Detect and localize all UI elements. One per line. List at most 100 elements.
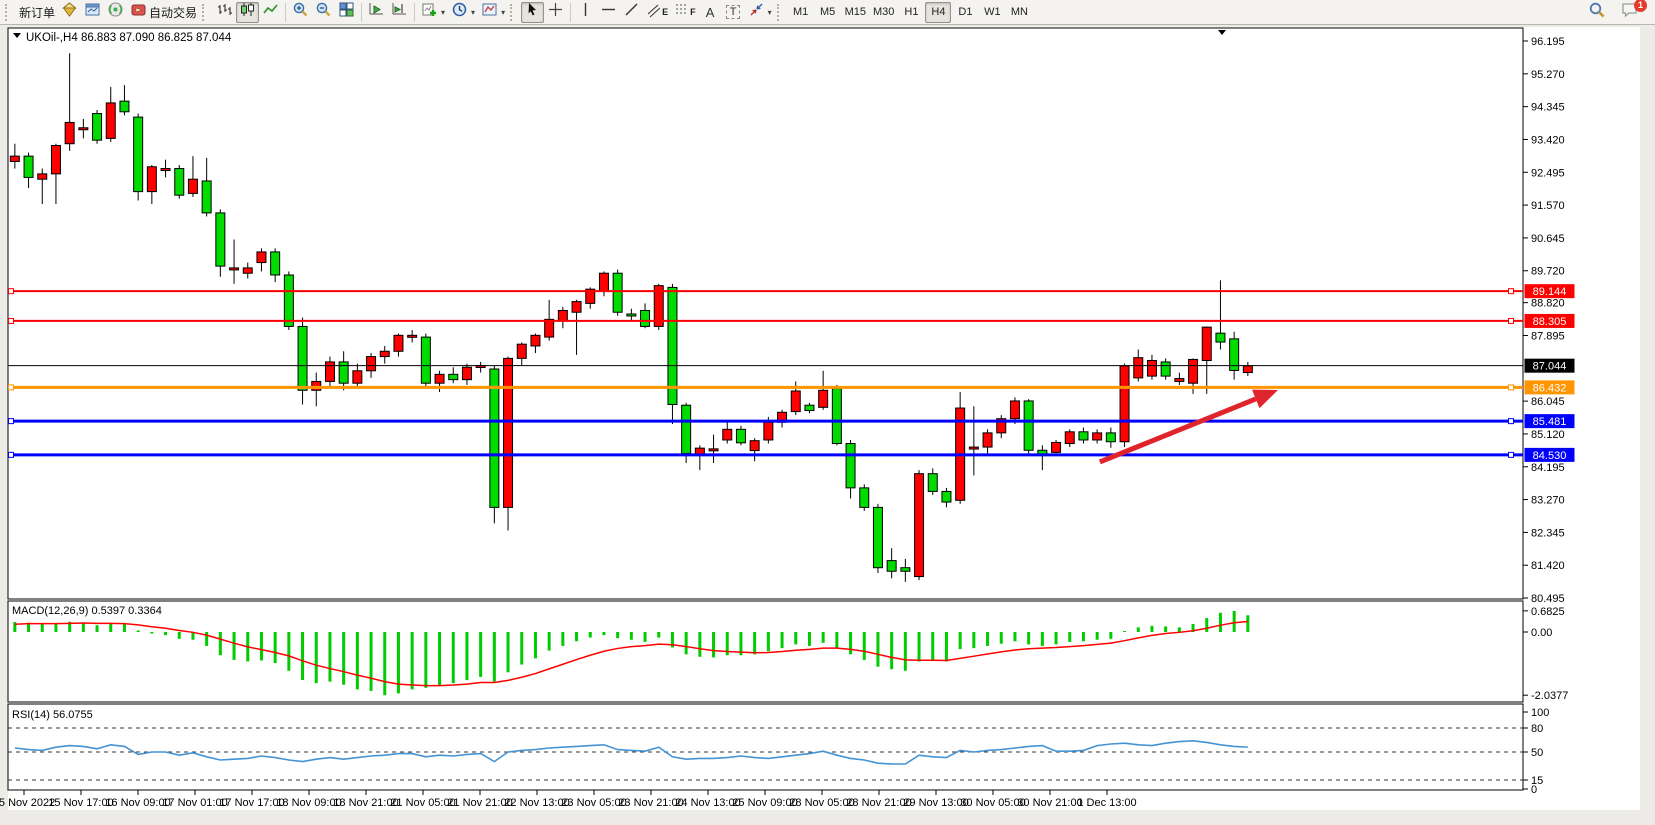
horizontal-line-icon (600, 1, 617, 23)
one-click-trading-arrow-icon[interactable] (13, 33, 21, 38)
line-handle[interactable] (8, 384, 14, 391)
periods-button[interactable]: ▾ (448, 2, 478, 23)
price-scale: 96.195 95.270 94.345 93.420 92.495 91.570 90.6… (1523, 36, 1565, 605)
timeframe-button-M30[interactable]: M30 (873, 6, 895, 18)
trendline-button[interactable] (620, 2, 643, 23)
time-axis-label: 30 Nov 05:00 (960, 797, 1025, 809)
line-handle[interactable] (1508, 451, 1514, 458)
toolbar-grip[interactable] (202, 3, 209, 21)
svg-text:95.270: 95.270 (1531, 69, 1565, 81)
zoom-out-button[interactable] (312, 2, 335, 23)
candles-group (9, 53, 1253, 582)
line-handle[interactable] (8, 317, 14, 324)
toolbar-grip[interactable] (776, 3, 784, 21)
trend-arrow-annotation[interactable] (1098, 389, 1278, 465)
timeframe-button-M5[interactable]: M5 (819, 6, 836, 18)
chat-button[interactable]: 1 (1617, 0, 1647, 23)
svg-text:100: 100 (1531, 707, 1549, 719)
vertical-line-button[interactable] (574, 2, 597, 23)
cursor-button[interactable] (521, 1, 545, 23)
rsi-label: RSI(14) 56.0755 (12, 709, 93, 721)
line-mode-button[interactable] (259, 2, 282, 23)
add-indicator-button[interactable]: ▾ (418, 2, 448, 23)
chart-window-button[interactable] (81, 2, 104, 23)
time-axis-label: 24 Nov 13:00 (675, 797, 740, 809)
chart-shift-icon (391, 1, 408, 23)
line-handle[interactable] (1508, 317, 1514, 324)
macd-histogram (13, 610, 1250, 696)
toolbar-grip[interactable] (510, 3, 517, 21)
chart-title: UKOil-,H4 86.883 87.090 86.825 87.044 (26, 32, 232, 44)
chart-workspace (8, 27, 1640, 810)
new-order-button[interactable]: 新订单 (16, 2, 58, 23)
timeframe-button-MN[interactable]: MN (1010, 6, 1028, 18)
line-handle[interactable] (8, 451, 14, 458)
signals-icon (107, 1, 124, 23)
svg-text:81.420: 81.420 (1531, 560, 1565, 572)
svg-text:80: 80 (1531, 723, 1543, 735)
svg-text:0: 0 (1531, 784, 1537, 796)
price-chip-88305 (1524, 313, 1575, 328)
bars-mode-button[interactable] (213, 2, 236, 23)
price-chip-86432 (1524, 380, 1575, 395)
fibonacci-button[interactable]: F (671, 2, 699, 23)
line-handle[interactable] (8, 288, 14, 295)
timeframe-button-H1[interactable]: H1 (904, 6, 919, 18)
templates-button[interactable]: ▾ (478, 2, 508, 23)
svg-text:89.720: 89.720 (1531, 266, 1565, 278)
gold-diamond-button[interactable] (58, 2, 81, 23)
timeframe-button-W1[interactable]: W1 (984, 6, 1001, 18)
line-handle[interactable] (1508, 418, 1514, 425)
line-handle[interactable] (8, 418, 14, 425)
signals-button[interactable] (104, 2, 127, 23)
dropdown-caret-icon: ▾ (441, 7, 446, 17)
time-axis-label: 28 Nov 21:00 (846, 797, 911, 809)
arrows-button[interactable]: ▾ (745, 2, 775, 23)
autotrading-icon (130, 1, 147, 23)
price-chip-label: 89.144 (1533, 286, 1567, 298)
dropdown-caret-icon: ▾ (501, 7, 506, 17)
crosshair-icon (547, 1, 564, 23)
autotrading-button[interactable]: 自动交易 (127, 2, 200, 23)
svg-text:82.345: 82.345 (1531, 527, 1565, 539)
candles-mode-button[interactable] (236, 1, 260, 23)
scroll-to-end-marker[interactable] (1218, 30, 1226, 35)
tile-windows-icon (338, 1, 355, 23)
autoscroll-icon (368, 1, 385, 23)
toolbar: 新订单 自动交易 (0, 0, 1655, 25)
macd-pane (7, 600, 1524, 703)
line-handle[interactable] (1508, 384, 1514, 391)
channel-button[interactable]: E (643, 2, 671, 23)
toolbar-separator (570, 2, 572, 22)
add-indicator-icon (421, 1, 438, 23)
timeframe-button-H4[interactable]: H4 (925, 1, 952, 23)
zoom-in-icon (292, 1, 309, 23)
text-button[interactable]: A (699, 2, 722, 23)
label-button[interactable]: T (722, 2, 745, 23)
dropdown-caret-icon: ▾ (767, 7, 772, 17)
tile-windows-button[interactable] (335, 2, 358, 23)
timeframe-button-M1[interactable]: M1 (792, 6, 809, 18)
macd-label: MACD(12,26,9) 0.5397 0.3364 (12, 605, 162, 617)
horizontal-line-button[interactable] (597, 2, 620, 23)
crosshair-button[interactable] (544, 2, 567, 23)
svg-text:96.195: 96.195 (1531, 36, 1565, 48)
chart-shift-button[interactable] (388, 2, 411, 23)
svg-text:84.195: 84.195 (1531, 462, 1565, 474)
arrows-shapes-icon (748, 1, 765, 23)
timeframe-button-M15[interactable]: M15 (844, 6, 867, 18)
time-axis-label: 15 Nov 17:00 (48, 797, 113, 809)
time-axis-label: 30 Nov 21:00 (1017, 797, 1082, 809)
toolbar-separator (414, 2, 416, 22)
time-axis-label: 23 Nov 05:00 (561, 797, 626, 809)
search-button[interactable] (1585, 2, 1609, 23)
gold-diamond-icon (61, 1, 78, 23)
timeframe-button-D1[interactable]: D1 (958, 6, 973, 18)
time-axis-label: 22 Nov 13:00 (504, 797, 569, 809)
line-handle[interactable] (1508, 288, 1514, 295)
toolbar-grip[interactable] (5, 3, 12, 21)
zoom-in-button[interactable] (289, 2, 312, 23)
autoscroll-button[interactable] (365, 2, 388, 23)
